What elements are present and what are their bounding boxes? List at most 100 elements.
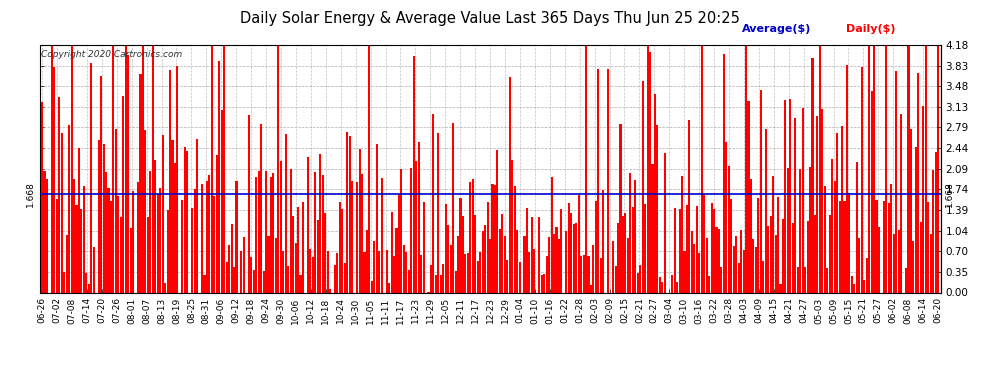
Bar [723, 54, 725, 292]
Bar [496, 150, 499, 292]
Bar [366, 230, 368, 292]
Bar [855, 162, 858, 292]
Bar [381, 178, 383, 292]
Bar [607, 69, 609, 292]
Bar [445, 204, 446, 292]
Bar [435, 274, 437, 292]
Bar [216, 155, 218, 292]
Bar [248, 115, 249, 292]
Bar [58, 97, 60, 292]
Bar [514, 186, 516, 292]
Bar [481, 231, 484, 292]
Bar [400, 170, 403, 292]
Bar [792, 224, 794, 292]
Bar [459, 198, 461, 292]
Bar [885, 45, 887, 292]
Bar [68, 125, 70, 292]
Bar [103, 144, 105, 292]
Bar [663, 153, 666, 292]
Bar [484, 225, 486, 292]
Bar [211, 45, 213, 292]
Bar [615, 266, 617, 292]
Bar [635, 180, 637, 292]
Bar [711, 203, 713, 292]
Bar [280, 160, 282, 292]
Bar [329, 290, 331, 292]
Bar [550, 177, 552, 292]
Bar [85, 273, 87, 292]
Bar [356, 182, 358, 292]
Bar [592, 245, 594, 292]
Bar [438, 132, 440, 292]
Bar [691, 231, 693, 292]
Bar [322, 175, 324, 292]
Bar [140, 75, 142, 292]
Bar [577, 195, 580, 292]
Bar [644, 204, 646, 292]
Bar [226, 261, 228, 292]
Bar [671, 275, 673, 292]
Bar [777, 197, 779, 292]
Bar [850, 276, 853, 292]
Bar [452, 123, 454, 292]
Bar [201, 184, 203, 292]
Bar [688, 120, 690, 292]
Bar [44, 171, 46, 292]
Bar [560, 209, 562, 292]
Bar [925, 45, 927, 292]
Bar [676, 282, 678, 292]
Bar [504, 236, 506, 292]
Bar [265, 171, 267, 292]
Bar [548, 237, 550, 292]
Bar [388, 283, 390, 292]
Bar [632, 207, 634, 292]
Bar [853, 284, 855, 292]
Bar [295, 243, 297, 292]
Bar [142, 45, 144, 292]
Bar [832, 159, 834, 292]
Bar [395, 228, 398, 292]
Bar [875, 201, 877, 292]
Bar [654, 94, 656, 292]
Bar [467, 253, 469, 292]
Bar [98, 140, 100, 292]
Bar [640, 266, 642, 292]
Bar [174, 164, 176, 292]
Bar [802, 108, 804, 292]
Bar [898, 230, 900, 292]
Bar [358, 149, 360, 292]
Bar [797, 267, 799, 292]
Bar [822, 110, 824, 292]
Bar [393, 255, 395, 292]
Bar [774, 235, 776, 292]
Bar [590, 285, 592, 292]
Bar [544, 274, 545, 292]
Bar [486, 202, 489, 292]
Bar [701, 45, 703, 292]
Bar [575, 223, 577, 292]
Bar [718, 230, 720, 292]
Bar [218, 62, 221, 292]
Bar [659, 277, 661, 292]
Bar [764, 129, 767, 292]
Bar [348, 136, 350, 292]
Bar [127, 55, 130, 292]
Text: Copyright 2020 Cartronics.com: Copyright 2020 Cartronics.com [41, 50, 182, 59]
Bar [120, 217, 122, 292]
Bar [275, 238, 277, 292]
Bar [809, 167, 811, 292]
Bar [430, 265, 432, 292]
Bar [913, 241, 915, 292]
Bar [130, 228, 132, 292]
Bar [932, 170, 935, 292]
Bar [272, 173, 274, 292]
Bar [553, 234, 555, 292]
Bar [373, 242, 375, 292]
Bar [60, 132, 62, 292]
Bar [863, 280, 865, 292]
Bar [88, 284, 90, 292]
Bar [526, 208, 528, 292]
Bar [731, 199, 733, 292]
Bar [580, 256, 582, 292]
Bar [915, 147, 917, 292]
